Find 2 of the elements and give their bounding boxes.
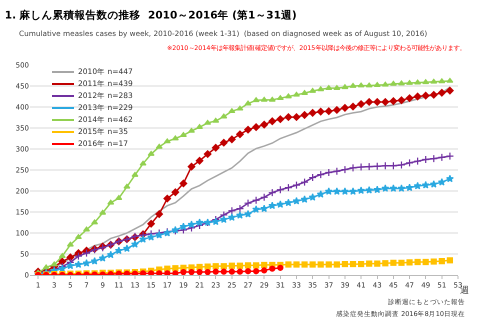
chart-title: 1. 麻しん累積報告数の推移 2010～2016年 (第1～31週) — [4, 8, 297, 22]
x-axis-title: 週 — [460, 285, 469, 296]
